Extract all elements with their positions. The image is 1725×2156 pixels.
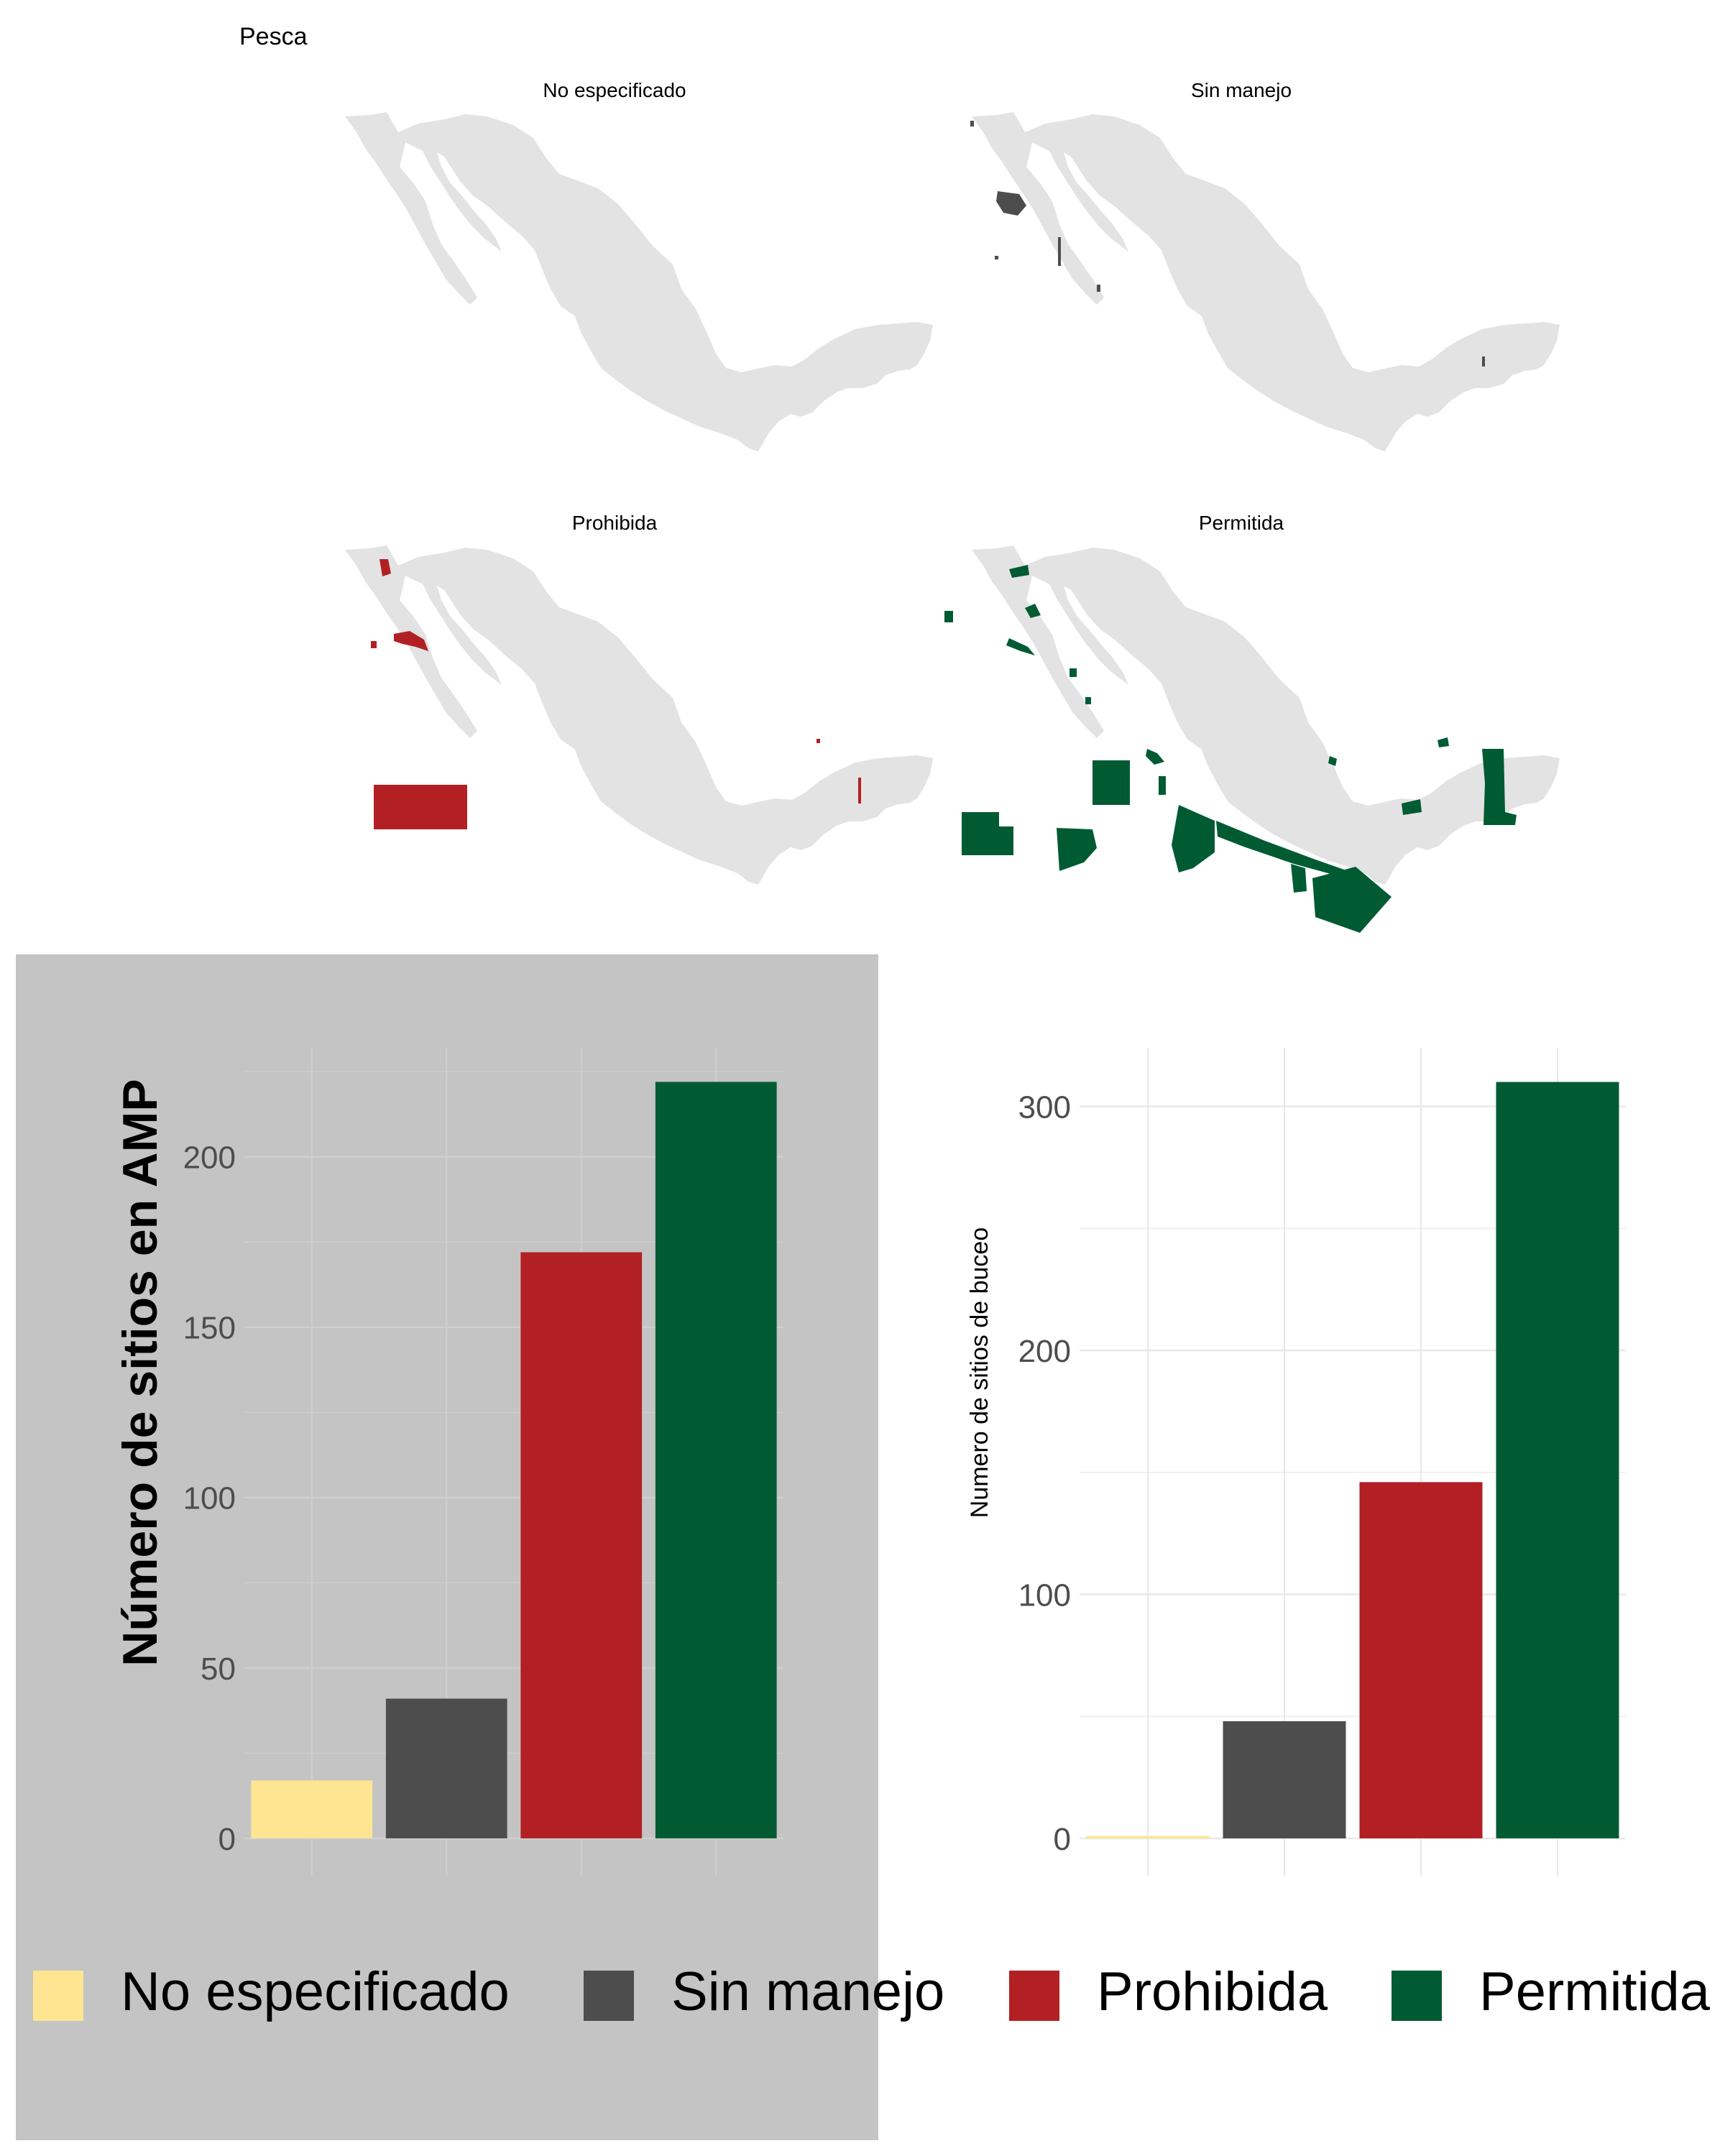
- bar-chart-sitios-buceo: 0 100 200 300 Numero de sitios de buceo: [966, 1048, 1626, 1876]
- map-region-permitida: [944, 611, 953, 622]
- map-region-permitida: [1482, 749, 1517, 825]
- map-region-permitida: [1291, 864, 1307, 893]
- left-chart-y-tick-labels: 0 50 100 150 200: [183, 1141, 236, 1857]
- left-chart-bars: [251, 1082, 777, 1838]
- map-region-permitida: [1216, 821, 1344, 877]
- map-region-sin-manejo: [1097, 285, 1100, 292]
- mexico-land-shape: [345, 112, 933, 451]
- bar-chart-sitios-amp: 0 50 100 150 200 Número de sitios en AMP: [113, 1048, 783, 1876]
- map-region-permitida: [1328, 756, 1337, 766]
- map-region-permitida: [1085, 697, 1091, 704]
- legend-key-permitida: [1392, 1971, 1442, 2021]
- map-region-prohibida: [858, 778, 861, 803]
- map-region-permitida: [1070, 668, 1077, 677]
- legend-key-prohibida: [1009, 1971, 1059, 2021]
- figure-title: Pesca: [239, 23, 308, 50]
- map-region-permitida: [1146, 749, 1164, 765]
- legend: No especificado Sin manejo Prohibida Per…: [29, 1955, 1725, 2034]
- map-title-prohibida: Prohibida: [571, 512, 658, 534]
- map-region-prohibida: [374, 785, 467, 829]
- bar-no-especificado: [251, 1780, 373, 1838]
- right-chart-y-tick-labels: 0 100 200 300: [1018, 1089, 1071, 1857]
- map-region-permitida: [1006, 638, 1035, 655]
- map-region-permitida: [962, 812, 1013, 855]
- map-region-sin-manejo: [996, 191, 1026, 216]
- map-region-sin-manejo: [970, 121, 974, 126]
- bar-no-especificado: [1086, 1835, 1210, 1838]
- legend-label-no-especificado: No especificado: [121, 1961, 510, 2022]
- bar-prohibida: [1359, 1482, 1483, 1838]
- map-panel-no-especificado: [345, 112, 933, 451]
- map-region-permitida: [1312, 867, 1392, 933]
- bar-permitida: [655, 1082, 777, 1838]
- legend-key-sin-manejo: [584, 1971, 634, 2021]
- map-region-sin-manejo: [995, 256, 998, 259]
- right-chart-bars: [1086, 1082, 1619, 1838]
- legend-key-no-especificado: [33, 1971, 83, 2021]
- y-tick-label: 200: [1018, 1334, 1071, 1369]
- map-region-permitida: [1159, 776, 1166, 795]
- mexico-land-shape: [972, 112, 1560, 451]
- map-region-permitida: [1438, 737, 1449, 747]
- bar-sin-manejo: [385, 1698, 507, 1838]
- map-title-permitida: Permitida: [1198, 512, 1284, 534]
- map-title-sin-manejo: Sin manejo: [1190, 79, 1292, 101]
- y-tick-label: 300: [1018, 1089, 1071, 1125]
- legend-label-permitida: Permitida: [1479, 1961, 1710, 2022]
- map-region-permitida: [1009, 565, 1029, 578]
- map-region-permitida: [1057, 828, 1097, 871]
- y-tick-label: 100: [183, 1481, 236, 1516]
- map-title-no-especificado: No especificado: [543, 79, 686, 101]
- map-panel-sin-manejo: [970, 112, 1560, 451]
- map-region-prohibida: [371, 641, 377, 648]
- map-region-sin-manejo: [1482, 356, 1485, 367]
- y-tick-label: 150: [183, 1311, 236, 1346]
- bar-prohibida: [520, 1252, 643, 1838]
- map-region-prohibida: [394, 631, 428, 651]
- left-chart-y-axis-label: Número de sitios en AMP: [113, 1079, 167, 1666]
- map-panel-prohibida: [345, 545, 933, 885]
- map-region-sin-manejo: [1058, 237, 1061, 266]
- legend-label-prohibida: Prohibida: [1097, 1961, 1328, 2022]
- y-tick-label: 0: [1054, 1822, 1071, 1857]
- legend-label-sin-manejo: Sin manejo: [671, 1961, 945, 2022]
- map-region-permitida: [1402, 799, 1422, 815]
- bar-sin-manejo: [1223, 1721, 1346, 1838]
- bar-permitida: [1496, 1082, 1619, 1838]
- map-region-prohibida: [816, 739, 820, 743]
- map-region-permitida: [1172, 805, 1215, 872]
- y-tick-label: 50: [201, 1651, 236, 1687]
- y-tick-label: 0: [218, 1822, 236, 1857]
- y-tick-label: 100: [1018, 1577, 1071, 1613]
- y-tick-label: 200: [183, 1141, 236, 1176]
- map-region-prohibida: [380, 559, 391, 576]
- map-region-permitida: [1092, 760, 1130, 805]
- map-panel-permitida: [944, 545, 1560, 933]
- map-region-permitida: [1025, 604, 1041, 618]
- mexico-land-shape: [345, 545, 933, 885]
- right-chart-y-axis-label: Numero de sitios de buceo: [966, 1227, 993, 1518]
